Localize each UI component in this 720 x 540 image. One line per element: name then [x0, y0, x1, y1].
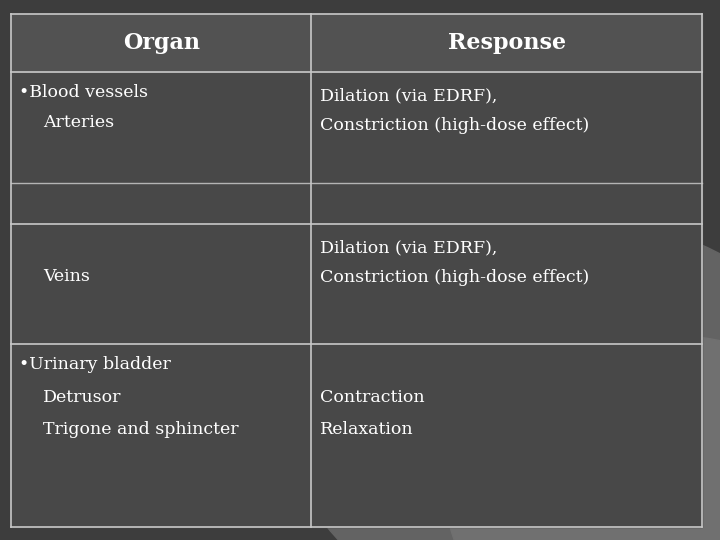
Text: Dilation (via EDRF),: Dilation (via EDRF), [320, 87, 498, 105]
Text: Constriction (high-dose effect): Constriction (high-dose effect) [320, 117, 590, 134]
Text: Relaxation: Relaxation [320, 421, 414, 438]
Text: Response: Response [448, 32, 566, 54]
Text: Constriction (high-dose effect): Constriction (high-dose effect) [320, 269, 590, 286]
Text: Contraction: Contraction [320, 389, 425, 406]
Circle shape [288, 216, 720, 540]
Text: •Blood vessels: •Blood vessels [19, 84, 148, 102]
Bar [11, 14, 702, 72]
Text: Arteries: Arteries [43, 114, 114, 131]
Text: Organ: Organ [122, 32, 199, 54]
Text: Detrusor: Detrusor [43, 389, 122, 406]
Text: Veins: Veins [43, 267, 90, 285]
Text: Trigone and sphincter: Trigone and sphincter [43, 421, 239, 438]
Circle shape [446, 335, 720, 540]
Text: •Urinary bladder: •Urinary bladder [19, 356, 171, 373]
Text: Dilation (via EDRF),: Dilation (via EDRF), [320, 239, 498, 256]
